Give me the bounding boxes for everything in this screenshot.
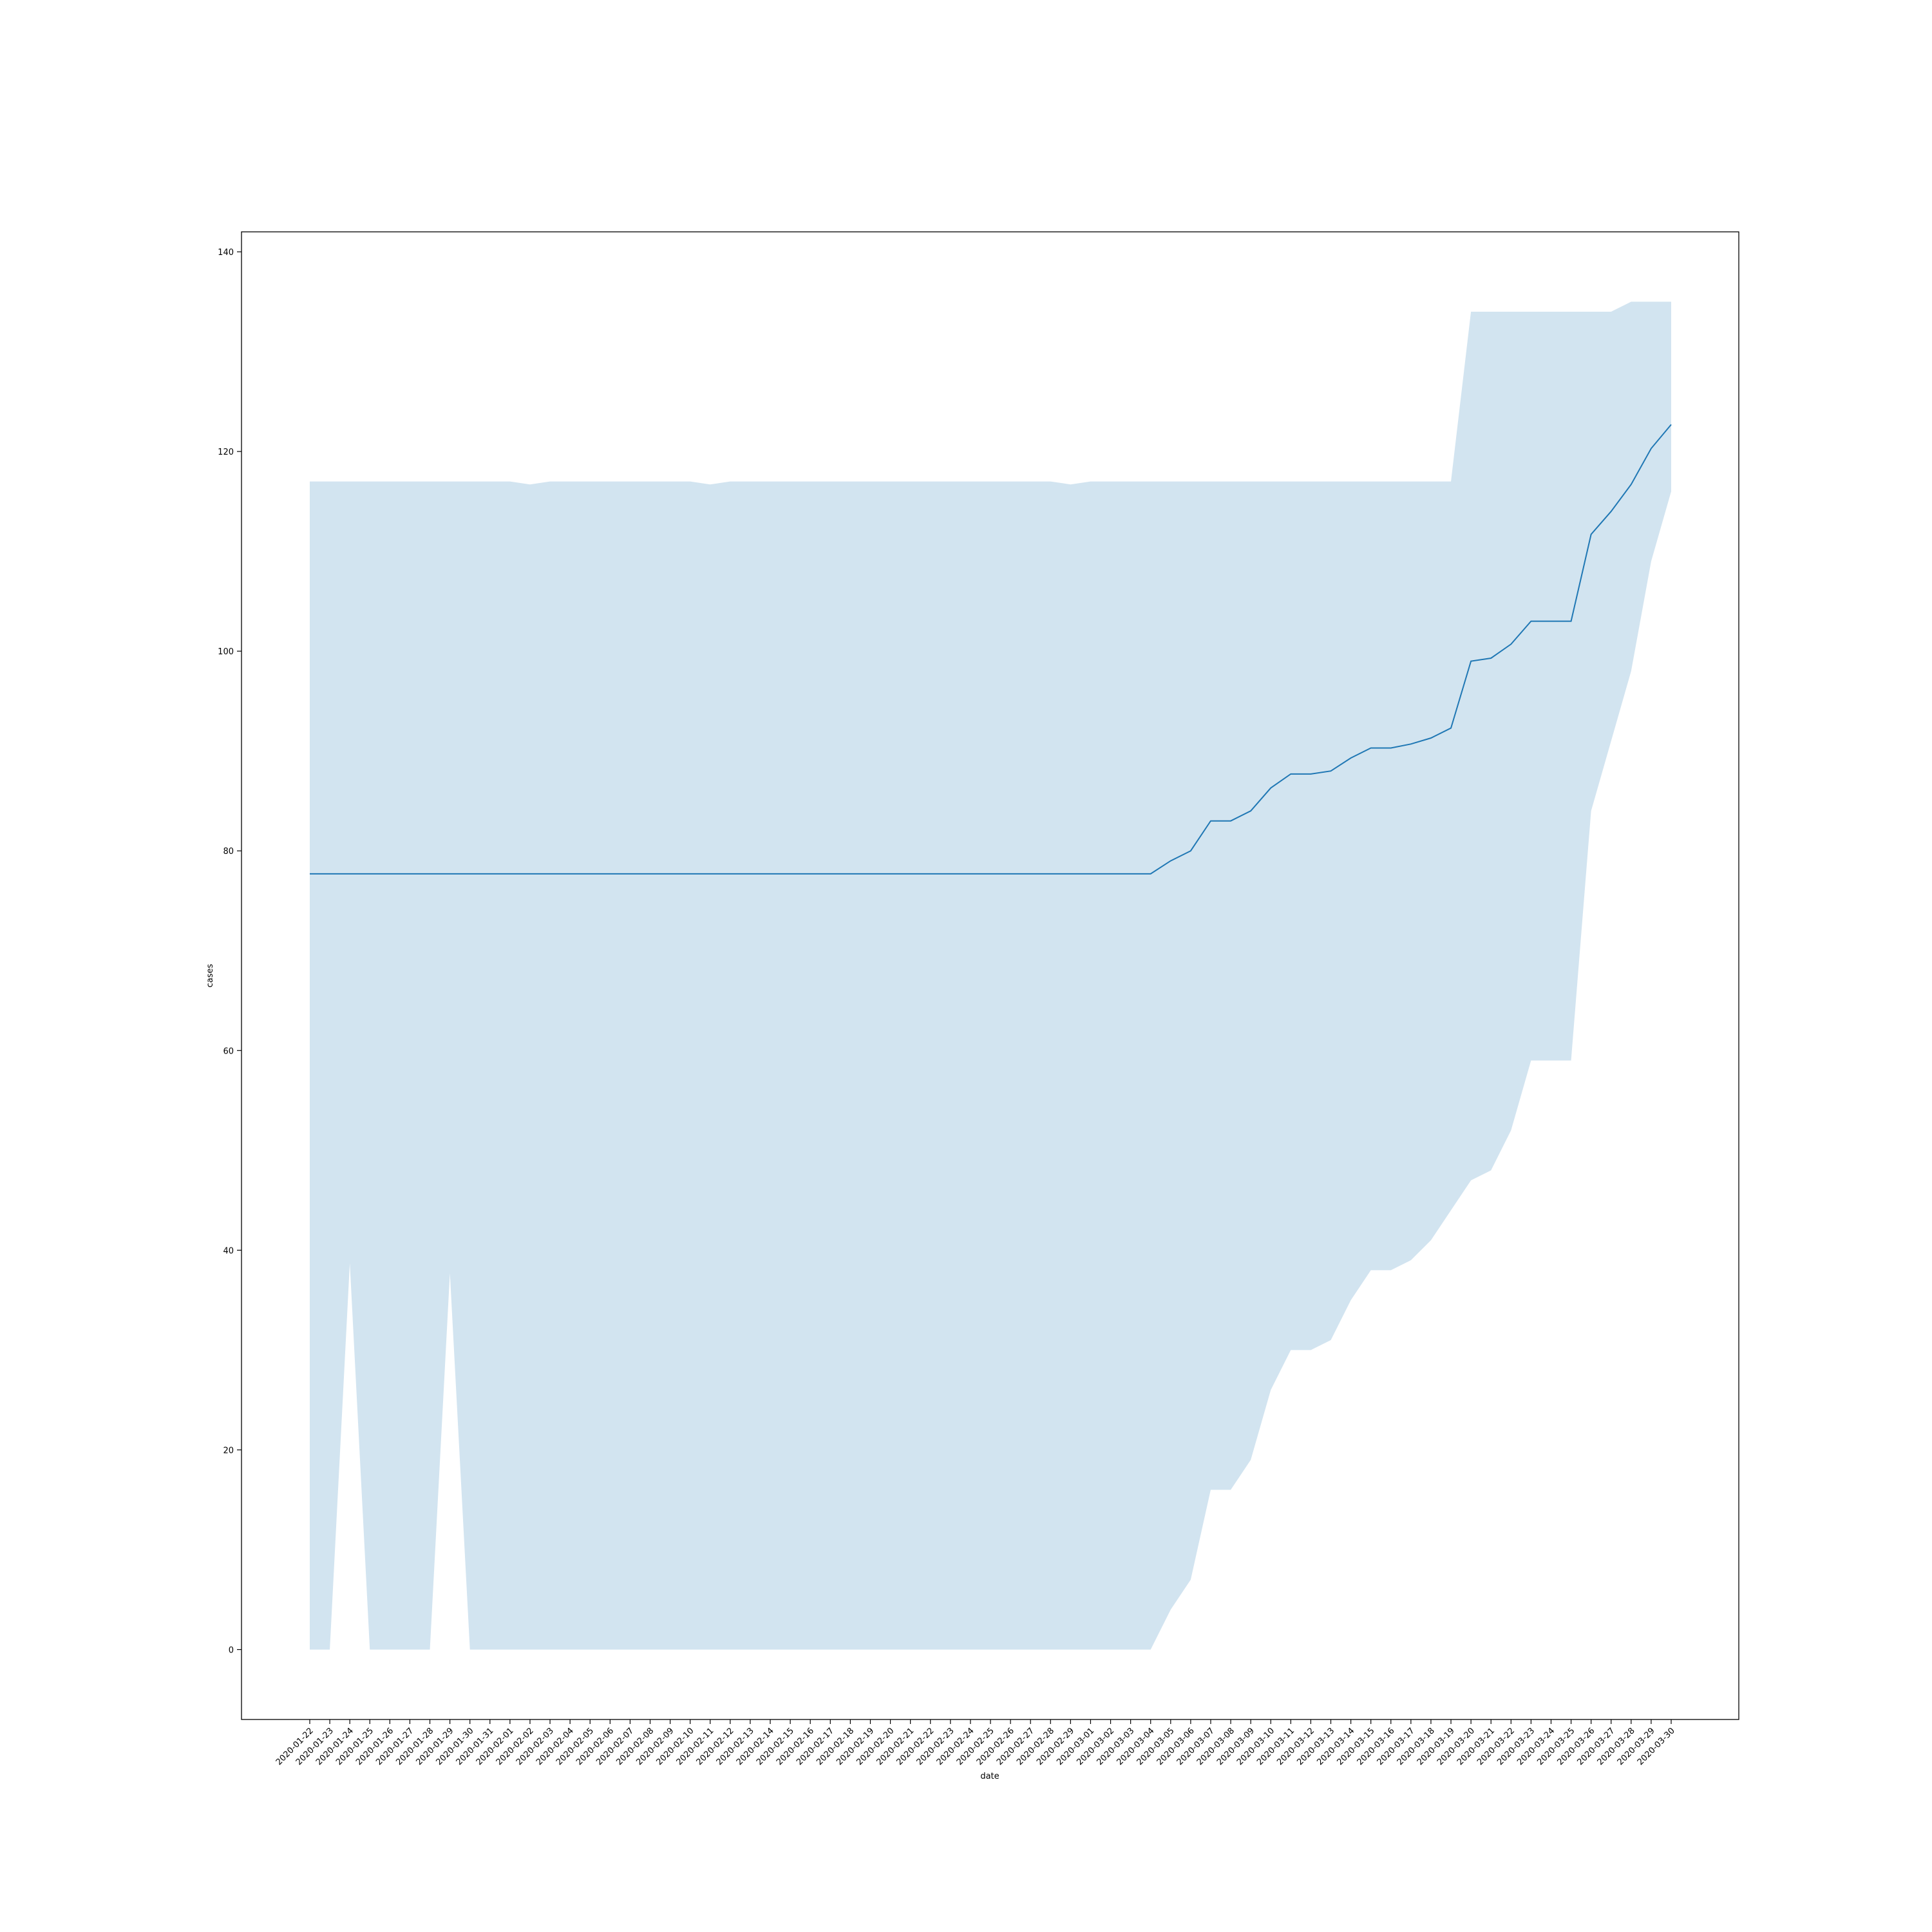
y-tick-label: 20 xyxy=(223,1446,234,1455)
y-tick-label: 80 xyxy=(223,847,234,857)
confidence-band xyxy=(310,301,1671,1650)
y-axis-label: cases xyxy=(205,963,215,987)
y-axis: 0 20 40 60 80 100 120 140 xyxy=(218,248,242,1655)
series-line xyxy=(310,424,1672,875)
y-tick-label: 140 xyxy=(218,248,234,258)
y-tick-label: 0 xyxy=(229,1645,234,1655)
y-tick-label: 120 xyxy=(218,448,234,457)
y-tick-label: 60 xyxy=(223,1046,234,1056)
x-axis: 2020-01-222020-01-232020-01-242020-01-25… xyxy=(274,1719,1677,1767)
y-tick-label: 40 xyxy=(223,1246,234,1256)
x-axis-label: date xyxy=(980,1772,999,1781)
y-tick-label: 100 xyxy=(218,647,234,657)
